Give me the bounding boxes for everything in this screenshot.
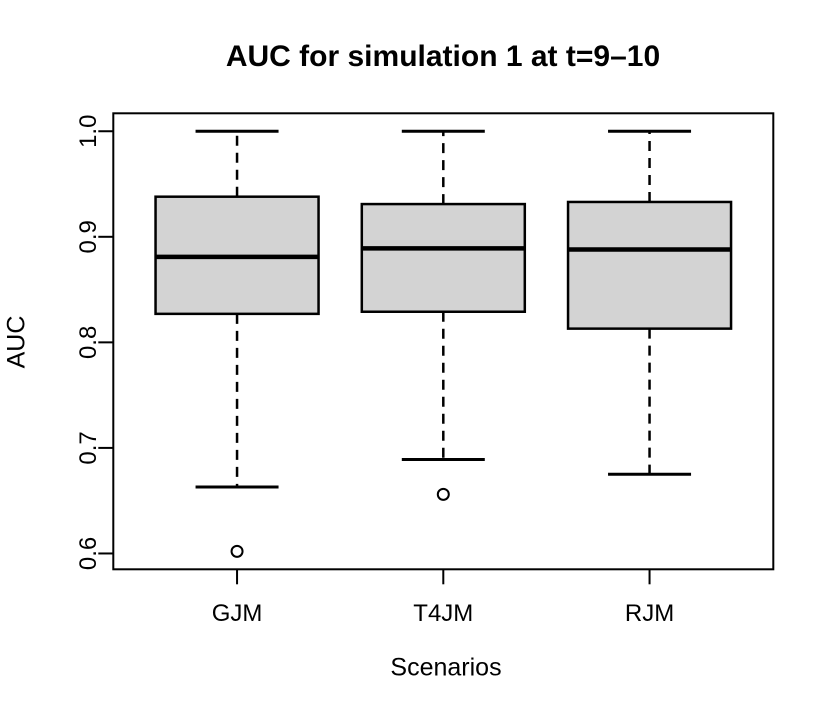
x-axis-label: Scenarios bbox=[390, 653, 502, 682]
y-tick-label: 0.8 bbox=[75, 326, 102, 359]
x-tick-label: T4JM bbox=[413, 600, 473, 627]
outlier-point bbox=[436, 487, 450, 501]
x-tick-label: RJM bbox=[625, 600, 674, 627]
x-tick-label: GJM bbox=[212, 600, 263, 627]
box-iqr bbox=[566, 200, 733, 330]
y-tick-label: 1.0 bbox=[75, 115, 102, 148]
box-iqr bbox=[360, 202, 527, 313]
y-tick-label: 0.6 bbox=[75, 537, 102, 570]
outlier-point bbox=[230, 544, 244, 558]
y-tick-label: 0.9 bbox=[75, 220, 102, 253]
chart-title: AUC for simulation 1 at t=9–10 bbox=[225, 40, 661, 73]
y-tick-label: 0.7 bbox=[75, 431, 102, 464]
